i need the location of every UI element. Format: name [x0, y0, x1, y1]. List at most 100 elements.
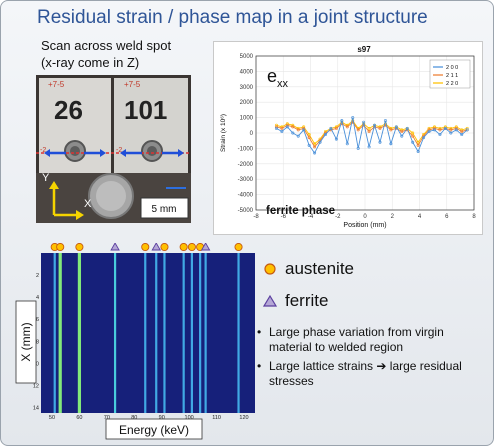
chart-data-point — [296, 128, 300, 132]
chart-y-tick-label: -2000 — [238, 162, 254, 168]
findings-list: • Large phase variation from virgin mate… — [257, 325, 489, 393]
heatmap-x-tick-label: 70 — [104, 415, 110, 421]
chart-data-point — [394, 125, 398, 129]
chart-data-point — [307, 133, 311, 137]
chart-data-point — [449, 128, 453, 132]
chart-data-point — [378, 140, 382, 144]
chart-data-point — [291, 131, 295, 135]
chart-legend-label: 2 1 1 — [446, 73, 458, 79]
finding-item: • Large phase variation from virgin mate… — [257, 325, 489, 355]
chart-data-point — [334, 137, 338, 141]
chart-data-point — [389, 128, 393, 132]
finding-text: Large lattice strains ➔ large residual s… — [269, 359, 462, 388]
heatmap-x-tick-label: 50 — [49, 415, 55, 421]
svg-text:+7-5: +7-5 — [48, 80, 65, 89]
chart-data-point — [411, 134, 415, 138]
heatmap-diffraction-line — [237, 253, 240, 413]
chart-data-point — [422, 136, 426, 140]
austenite-peak-marker — [75, 242, 84, 252]
legend-austenite-label: austenite — [285, 259, 354, 278]
heatmap-x-tick-label: 60 — [76, 415, 82, 421]
photo-axis-x-label: X — [84, 198, 92, 210]
chart-data-point — [438, 128, 442, 132]
chart-data-point — [280, 126, 284, 130]
heatmap-y-tick-label: 2 — [36, 273, 39, 279]
heatmap-x-tick-label: 120 — [239, 415, 248, 421]
austenite-peak-marker — [187, 242, 196, 252]
heatmap-y-tick-label: 12 — [33, 383, 39, 389]
sample-photo: +7-5 +7-5 -2 -2 26 101 — [36, 75, 191, 223]
chart-x-tick-label: 0 — [363, 214, 367, 220]
chart-data-point — [427, 129, 431, 133]
heatmap-x-tick-label: 100 — [185, 415, 194, 421]
chart-data-point — [465, 126, 469, 130]
diffraction-heatmap-svg: 24681012145060708090100110120 X (mm) Ene… — [15, 242, 255, 440]
chart-y-tick-label: -4000 — [238, 193, 254, 199]
chart-data-point — [367, 126, 371, 130]
chart-y-tick-label: 2000 — [240, 100, 254, 106]
svg-text:-2: -2 — [116, 147, 122, 154]
photo-caption-line-1: Scan across weld spot — [41, 38, 172, 53]
chart-x-tick-label: 2 — [391, 214, 395, 220]
chart-y-tick-label: 1000 — [240, 116, 254, 122]
chart-data-point — [313, 145, 317, 149]
austenite-peak-marker — [141, 242, 150, 252]
austenite-marker-icon — [264, 263, 276, 275]
ferrite-phase-label: ferrite phase — [266, 205, 335, 217]
chart-x-tick-label: 8 — [472, 214, 476, 220]
chart-data-point — [345, 125, 349, 129]
finding-item: • Large lattice strains ➔ large residual… — [257, 359, 489, 389]
chart-data-point — [389, 142, 393, 146]
chart-data-point — [411, 140, 415, 144]
chart-data-point — [307, 143, 311, 147]
chart-data-point — [405, 126, 409, 130]
chart-x-tick-label: -2 — [335, 214, 341, 220]
strain-symbol: exx — [267, 66, 289, 90]
chart-x-tick-label: -6 — [281, 214, 287, 220]
chart-data-point — [291, 125, 295, 129]
austenite-peak-marker — [234, 242, 243, 252]
chart-series-line — [276, 120, 468, 145]
strain-chart: s97 -8 -6 -4 -2 0 2 4 6 8 -5000 -4000 -3000 -2000 -10… — [213, 41, 483, 235]
austenite-peak-marker — [56, 242, 65, 252]
chart-legend: 2 0 0 2 1 1 2 2 0 — [429, 59, 471, 89]
diffraction-heatmap: 24681012145060708090100110120 X (mm) Ene… — [15, 242, 255, 443]
strain-symbol-e: e — [267, 66, 277, 86]
heatmap-diffraction-line — [58, 253, 62, 413]
chart-y-label: Strain (x 10⁶) — [220, 114, 227, 152]
chart-data-point — [416, 149, 420, 153]
photo-axis-y-label: Y — [42, 172, 50, 184]
slide-title: Residual strain / phase map in a joint s… — [37, 7, 428, 28]
heatmap-diffraction-line — [113, 253, 117, 413]
chart-data-point — [454, 128, 458, 132]
heatmap-ticks: 24681012145060708090100110120 — [33, 273, 249, 421]
svg-text:-2: -2 — [40, 147, 46, 154]
chart-x-tick-label: 4 — [418, 214, 422, 220]
heatmap-diffraction-line — [53, 253, 56, 413]
strain-chart-svg: s97 -8 -6 -4 -2 0 2 4 6 8 -5000 -4000 -3000 -2000 -10… — [220, 45, 476, 229]
sample-photo-illustration: +7-5 +7-5 -2 -2 26 101 — [36, 75, 191, 223]
chart-data-point — [449, 131, 453, 135]
heatmap-x-tick-label: 110 — [212, 415, 221, 421]
phase-legend: austenite ferrite — [263, 259, 354, 323]
heatmap-diffraction-line — [182, 253, 185, 413]
chart-data-point — [318, 140, 322, 144]
chart-y-tick-label: 0 — [250, 131, 254, 137]
heatmap-x-tick-label: 90 — [159, 415, 165, 421]
chart-data-point — [345, 142, 349, 146]
chart-legend-label: 2 0 0 — [446, 65, 458, 71]
heatmap-lines — [53, 253, 240, 413]
chart-data-point — [416, 143, 420, 147]
chart-data-point — [340, 119, 344, 123]
legend-ferrite: ferrite — [263, 291, 354, 311]
chart-data-point — [274, 123, 278, 127]
chart-y-tick-label: -3000 — [238, 177, 254, 183]
chart-data-point — [356, 146, 360, 150]
chart-y-tick-label: 5000 — [240, 54, 254, 60]
heatmap-diffraction-line — [199, 253, 202, 413]
heatmap-y-tick-label: 4 — [36, 295, 39, 301]
chart-data-point — [302, 128, 306, 132]
chart-frame — [255, 55, 475, 211]
chart-x-label: Position (mm) — [343, 222, 386, 229]
svg-text:+7-5: +7-5 — [124, 80, 141, 89]
